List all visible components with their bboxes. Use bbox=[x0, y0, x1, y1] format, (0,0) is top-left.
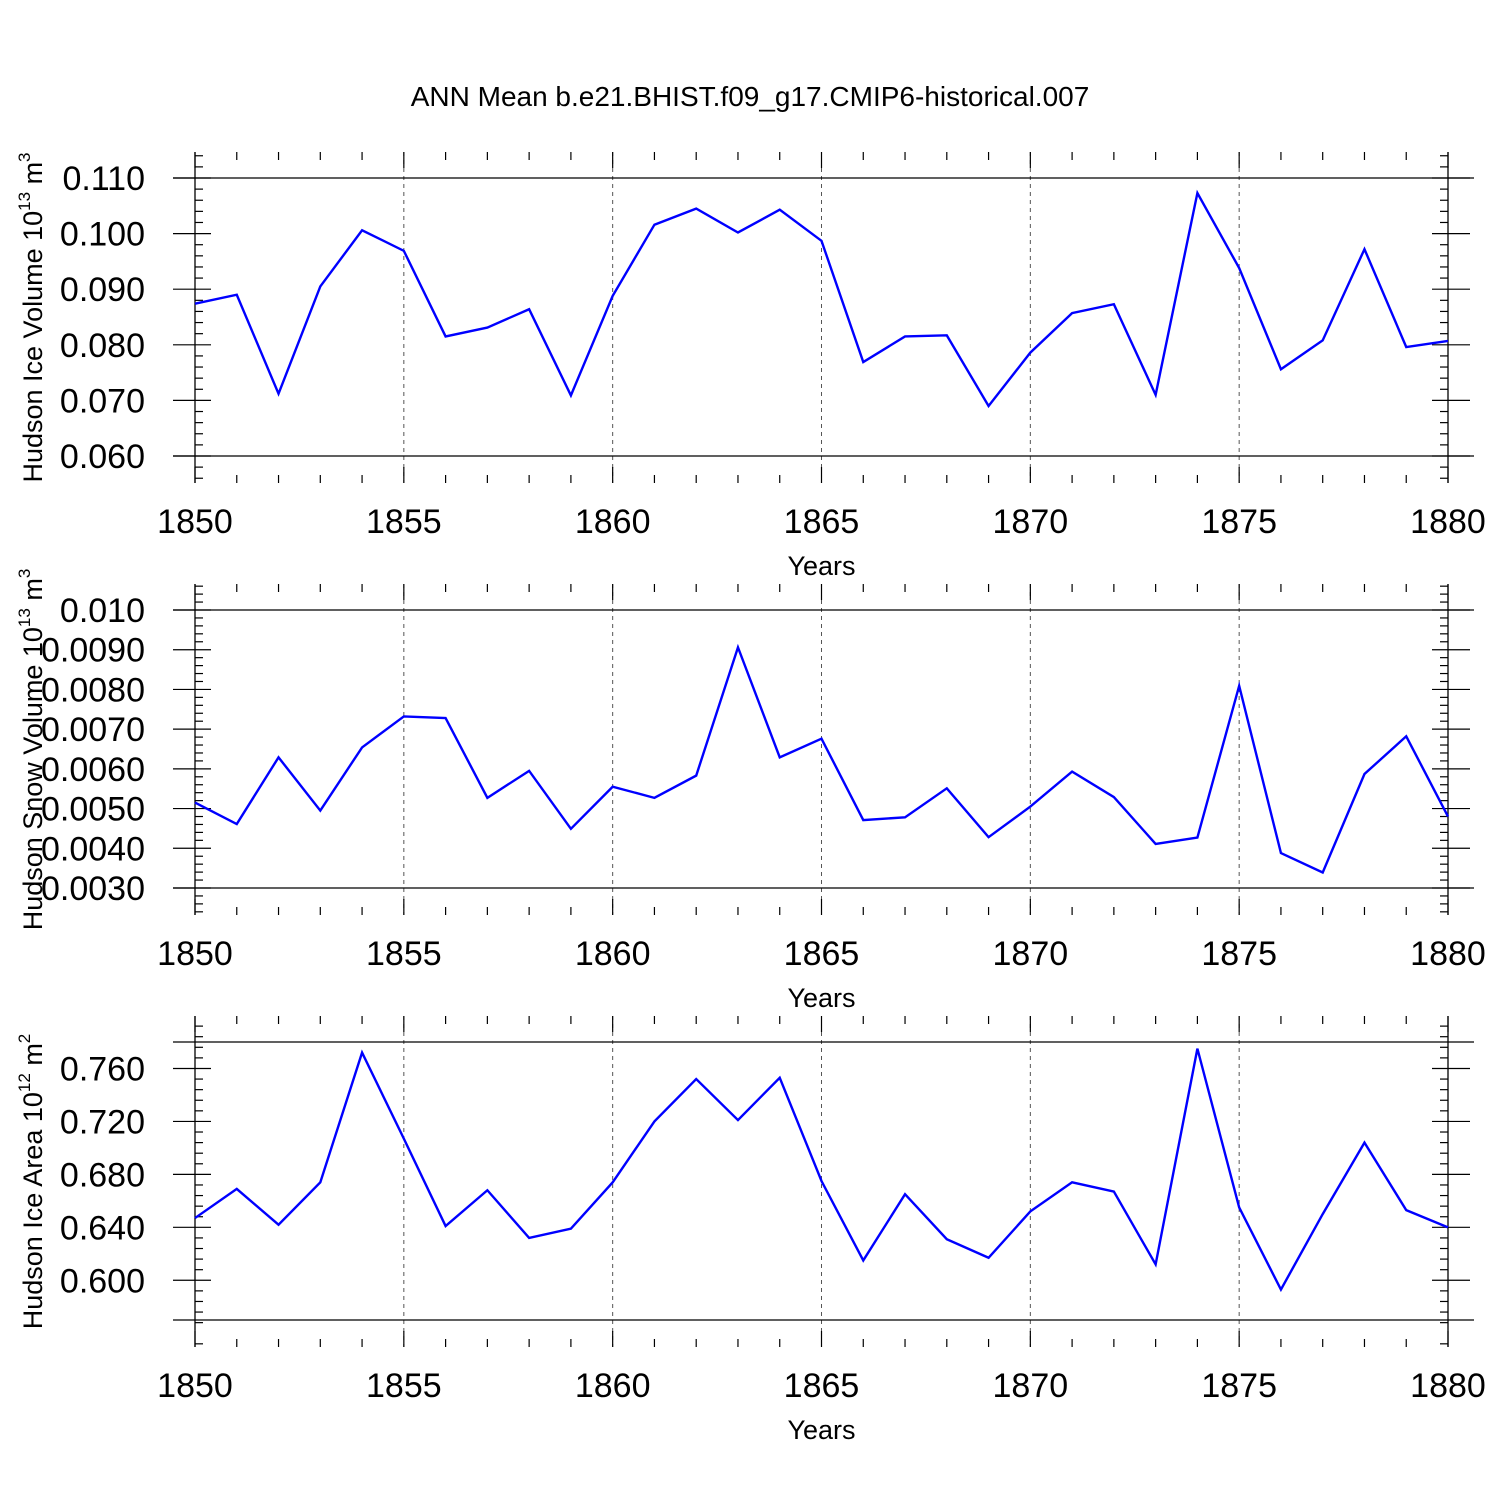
x-tick-label: 1870 bbox=[993, 503, 1069, 541]
panel-1: 1850 1855 1860 1865 1870 1875 1880 0.060 0.070 0.… bbox=[15, 152, 1486, 581]
y-tick-label: 0.0080 bbox=[41, 671, 145, 709]
x-tick-label: 1860 bbox=[575, 503, 651, 541]
y-tick-label: 0.680 bbox=[60, 1156, 145, 1194]
x-tick-label: 1875 bbox=[1201, 1367, 1277, 1405]
y-axis-label: Hudson Snow Volume 1013 m3 bbox=[15, 569, 48, 931]
x-axis-label: Years bbox=[787, 551, 855, 581]
x-tick-label: 1860 bbox=[575, 1367, 651, 1405]
series-line bbox=[194, 643, 1450, 875]
y-tick-label: 0.600 bbox=[60, 1262, 145, 1300]
x-tick-label: 1880 bbox=[1410, 935, 1486, 973]
y-tick-label: 0.0090 bbox=[41, 632, 145, 670]
y-tick-label: 0.760 bbox=[60, 1050, 145, 1088]
panel-2: 1850 1855 1860 1865 1870 1875 1880 0.00300.0040… bbox=[15, 569, 1486, 1013]
y-tick-label: 0.100 bbox=[60, 216, 145, 254]
x-axis-label: Years bbox=[787, 983, 855, 1013]
y-tick-label: 0.0070 bbox=[41, 711, 145, 749]
x-tick-label: 1870 bbox=[993, 1367, 1069, 1405]
y-tick-label: 0.0040 bbox=[41, 830, 145, 868]
x-axis-label: Years bbox=[787, 1415, 855, 1445]
y-axis-label: Hudson Ice Area 1012 m2 bbox=[15, 1034, 48, 1330]
y-tick-label: 0.060 bbox=[60, 438, 145, 476]
panel-3: 1850 1855 1860 1865 1870 1875 1880 0.600 0.640 0.… bbox=[15, 1016, 1486, 1445]
y-tick-label: 0.640 bbox=[60, 1209, 145, 1247]
y-tick-label: 0.080 bbox=[60, 327, 145, 365]
series-line bbox=[194, 1048, 1449, 1293]
x-tick-label: 1875 bbox=[1201, 935, 1277, 973]
x-tick-label: 1855 bbox=[366, 1367, 442, 1405]
x-tick-label: 1850 bbox=[157, 1367, 233, 1405]
series-line bbox=[194, 189, 1449, 409]
y-tick-label: 0.090 bbox=[60, 271, 145, 309]
x-tick-label: 1860 bbox=[575, 935, 651, 973]
y-tick-label: 0.0030 bbox=[41, 870, 145, 908]
x-tick-label: 1865 bbox=[784, 503, 860, 541]
x-tick-label: 1855 bbox=[366, 503, 442, 541]
x-tick-label: 1850 bbox=[157, 935, 233, 973]
figure-title: ANN Mean b.e21.BHIST.f09_g17.CMIP6-histo… bbox=[411, 81, 1090, 112]
y-tick-label: 0.110 bbox=[62, 160, 145, 198]
y-tick-label: 0.0060 bbox=[41, 751, 145, 789]
x-tick-label: 1880 bbox=[1410, 1367, 1486, 1405]
y-tick-label: 0.070 bbox=[60, 382, 145, 420]
x-tick-label: 1865 bbox=[784, 935, 860, 973]
x-tick-label: 1865 bbox=[784, 1367, 860, 1405]
y-axis-label: Hudson Ice Volume 1013 m3 bbox=[15, 152, 48, 482]
x-tick-label: 1850 bbox=[157, 503, 233, 541]
x-tick-label: 1880 bbox=[1410, 503, 1486, 541]
y-tick-label: 0.0050 bbox=[41, 791, 145, 829]
x-tick-label: 1855 bbox=[366, 935, 442, 973]
x-tick-label: 1875 bbox=[1201, 503, 1277, 541]
x-tick-label: 1870 bbox=[993, 935, 1069, 973]
y-tick-label: 0.720 bbox=[60, 1103, 145, 1141]
y-tick-label: 0.010 bbox=[60, 592, 145, 630]
